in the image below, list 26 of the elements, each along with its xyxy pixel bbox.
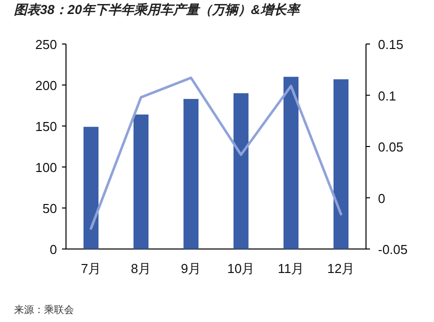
line-series bbox=[90, 76, 342, 230]
bar bbox=[334, 79, 348, 249]
source-note: 来源：乘联会 bbox=[14, 304, 74, 316]
x-tick-label: 10月 bbox=[227, 261, 255, 276]
x-tick-label: 11月 bbox=[278, 261, 304, 276]
x-tick-label: 7月 bbox=[80, 261, 102, 276]
bar bbox=[134, 114, 148, 249]
y2-tick-label: 0.15 bbox=[378, 37, 404, 52]
x-tick-label: 12月 bbox=[327, 261, 355, 276]
bar bbox=[84, 126, 98, 249]
y-tick-label: 200 bbox=[35, 78, 57, 93]
x-tick-label: 9月 bbox=[180, 261, 202, 276]
x-tick-label: 8月 bbox=[130, 261, 152, 276]
y2-tick-label: 0 bbox=[378, 190, 386, 206]
y-tick-label: 50 bbox=[42, 201, 57, 216]
chart-title: 图表38：20年下半年乘用车产量（万辆）&增长率 bbox=[14, 2, 302, 17]
bar bbox=[284, 76, 298, 249]
y-tick-label: 150 bbox=[35, 119, 57, 134]
bar bbox=[184, 98, 198, 249]
y-tick-label: 100 bbox=[35, 160, 57, 175]
bar bbox=[234, 93, 248, 249]
y-tick-label: 250 bbox=[35, 37, 57, 52]
y2-tick-label: -0.05 bbox=[378, 242, 408, 257]
y2-tick-label: 0.05 bbox=[378, 140, 404, 154]
y-tick-label: 0 bbox=[50, 242, 57, 257]
y2-tick-label: 0.1 bbox=[378, 88, 396, 104]
